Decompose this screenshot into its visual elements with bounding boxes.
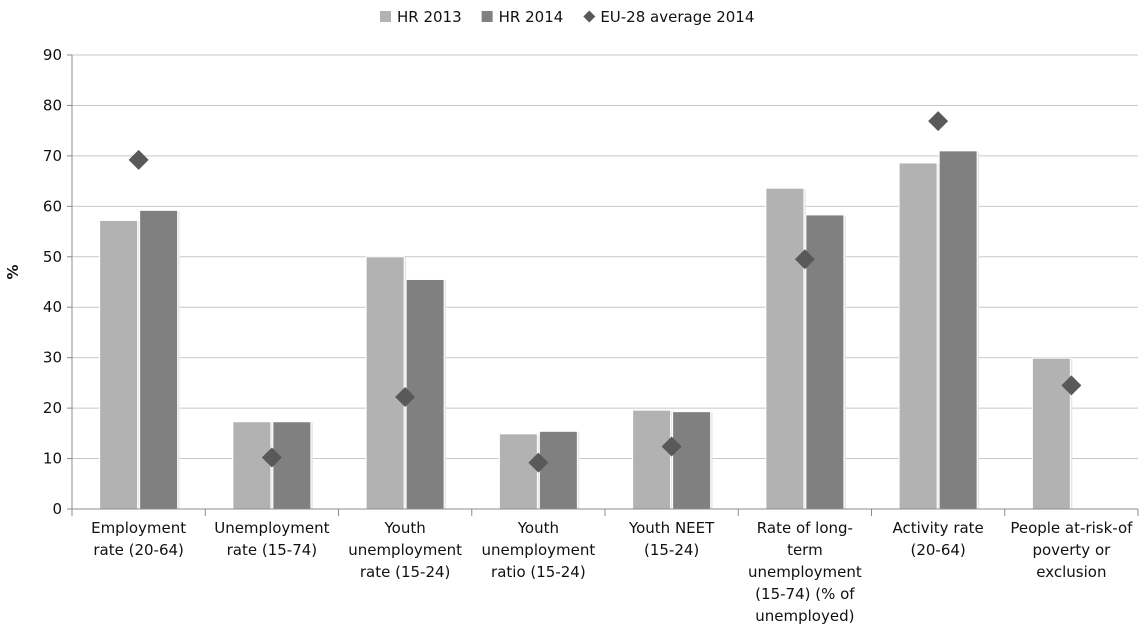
- bar-hr-2013: [232, 421, 272, 510]
- x-tick-label: Youth NEET (15-24): [628, 519, 715, 559]
- x-tick-label: Rate of long-term unemployment (15-74) (% …: [748, 519, 862, 625]
- y-tick-label: 30: [43, 349, 62, 367]
- y-tick-label: 50: [43, 248, 62, 266]
- marker-eu-28-average-2014: [1061, 375, 1082, 396]
- y-axis-title: %: [4, 264, 22, 279]
- bar-hr-2013: [365, 256, 405, 510]
- x-tick-label: People at-risk-of poverty or exclusion: [1010, 519, 1133, 581]
- marker-eu-28-average-2014: [794, 249, 815, 270]
- legend-label-hr-2014: HR 2014: [499, 8, 564, 26]
- bar-hr-2013: [898, 162, 938, 510]
- legend-swatch-hr-2014: [481, 11, 493, 22]
- y-tick-label: 20: [43, 399, 62, 417]
- x-tick-label: Youth unemployment ratio (15-24): [481, 519, 595, 581]
- bar-hr-2014: [139, 209, 179, 510]
- y-tick-label: 0: [52, 500, 62, 518]
- y-tick-label: 10: [43, 450, 62, 468]
- y-tick-label: 90: [43, 46, 62, 64]
- y-tick-label: 80: [43, 96, 62, 114]
- legend-swatch-eu-28-average-2014: [583, 10, 596, 23]
- marker-eu-28-average-2014: [928, 111, 949, 132]
- x-tick-label: Employment rate (20-64): [91, 519, 186, 559]
- legend-label-eu-28-average-2014: EU-28 average 2014: [600, 8, 754, 26]
- y-tick-label: 70: [43, 147, 62, 165]
- bar-hr-2013: [632, 409, 672, 510]
- marker-eu-28-average-2014: [661, 436, 682, 457]
- marker-eu-28-average-2014: [528, 452, 549, 473]
- legend-label-hr-2013: HR 2013: [397, 8, 462, 26]
- x-tick-label: Youth unemployment rate (15-24): [348, 519, 462, 581]
- y-tick-label: 40: [43, 298, 62, 316]
- legend-swatch-hr-2013: [380, 11, 391, 22]
- bar-hr-2013: [498, 433, 538, 510]
- bar-hr-2013: [99, 219, 139, 510]
- marker-eu-28-average-2014: [395, 387, 416, 408]
- bar-hr-2014: [805, 214, 845, 510]
- x-tick-label: Unemployment rate (15-74): [214, 519, 329, 559]
- bar-hr-2014: [672, 411, 712, 510]
- marker-eu-28-average-2014: [261, 447, 282, 468]
- bar-hr-2014: [272, 421, 312, 510]
- x-tick-label: Activity rate (20-64): [892, 519, 983, 559]
- bar-hr-2013: [765, 187, 805, 510]
- bar-hr-2014: [538, 430, 578, 510]
- y-tick-label: 60: [43, 197, 62, 215]
- bar-hr-2013: [1031, 357, 1071, 510]
- bar-hr-2014: [938, 150, 978, 510]
- marker-eu-28-average-2014: [128, 149, 149, 170]
- bar-hr-2014: [405, 278, 445, 510]
